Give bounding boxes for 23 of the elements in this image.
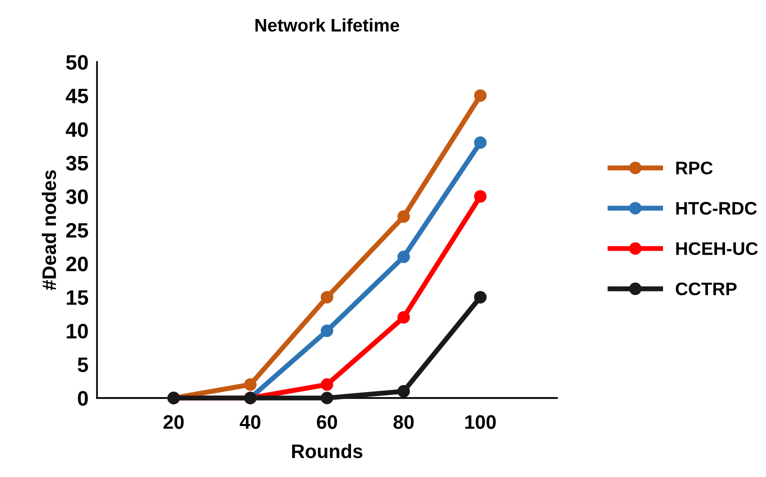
- x-tick-label: 80: [393, 415, 414, 429]
- y-tick-label: 0: [78, 391, 88, 406]
- chart-title: Network Lifetime: [255, 18, 400, 32]
- legend-label: RPC: [676, 162, 713, 174]
- y-tick-label: 20: [66, 256, 88, 272]
- y-tick-label: 25: [66, 223, 88, 238]
- x-tick-label: 60: [316, 415, 338, 429]
- legend-label: CCTRP: [676, 282, 737, 296]
- legend-label: HTC-RDC: [676, 202, 757, 215]
- y-tick-label: 40: [66, 122, 88, 137]
- x-tick-label: 100: [465, 415, 496, 429]
- y-axis-title: #Dead nodes: [42, 170, 56, 290]
- y-tick-label: 45: [66, 88, 88, 104]
- y-tick-label: 50: [66, 55, 88, 70]
- y-tick-label: 35: [66, 156, 88, 171]
- legend-label: HCEH-UC: [676, 242, 758, 255]
- y-tick-label: 10: [66, 324, 88, 339]
- y-tick-label: 5: [78, 358, 88, 372]
- y-tick-label: 30: [66, 189, 88, 204]
- x-axis-title: Rounds: [292, 444, 362, 458]
- x-tick-label: 20: [164, 415, 184, 429]
- x-tick-label: 40: [240, 415, 260, 429]
- y-tick-label: 15: [66, 290, 88, 305]
